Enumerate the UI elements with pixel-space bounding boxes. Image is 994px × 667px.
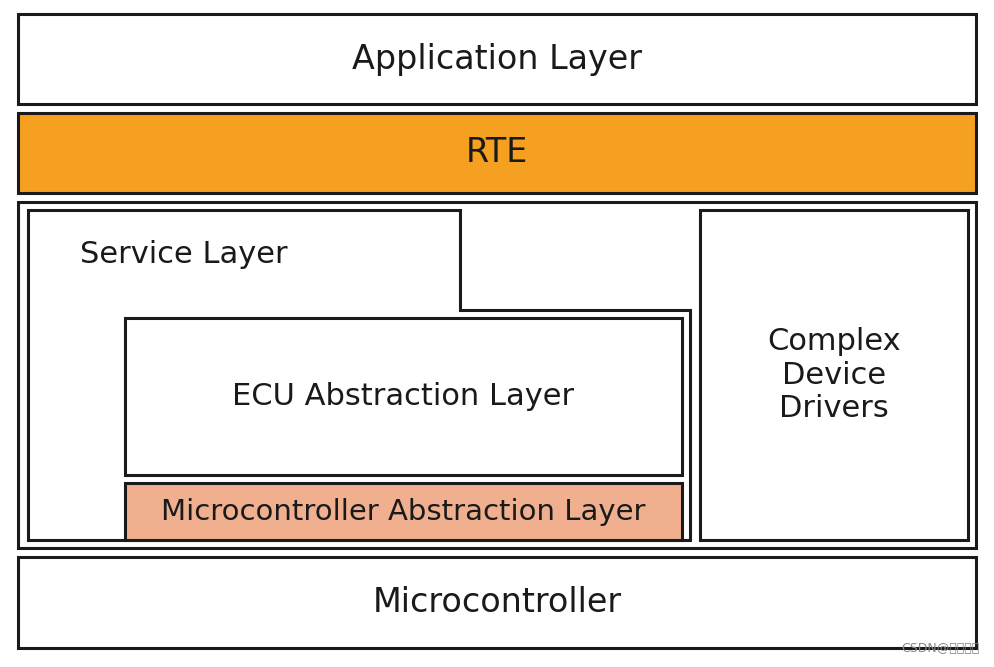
Text: ECU Abstraction Layer: ECU Abstraction Layer — [233, 382, 575, 411]
Bar — [700, 210, 968, 540]
Text: Application Layer: Application Layer — [352, 43, 642, 75]
Text: RTE: RTE — [466, 137, 528, 169]
Text: Complex
Device
Drivers: Complex Device Drivers — [767, 327, 901, 423]
Text: Service Layer: Service Layer — [80, 240, 287, 269]
Text: Microcontroller Abstraction Layer: Microcontroller Abstraction Layer — [161, 498, 646, 526]
Polygon shape — [28, 210, 690, 540]
Text: Microcontroller: Microcontroller — [373, 586, 621, 619]
Bar — [18, 202, 976, 548]
Bar — [125, 318, 682, 475]
Bar — [18, 557, 976, 648]
Bar — [18, 113, 976, 193]
Bar — [125, 483, 682, 540]
Text: CSDN@棒子成格: CSDN@棒子成格 — [901, 642, 979, 655]
Bar — [18, 14, 976, 104]
